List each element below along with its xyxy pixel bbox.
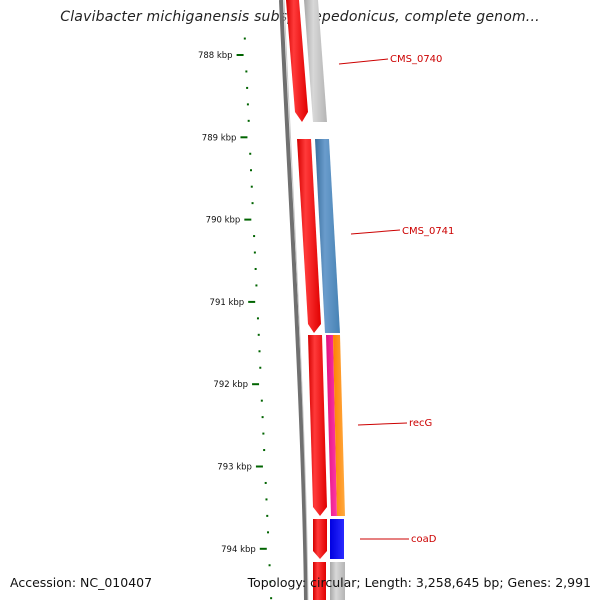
gene-block-recg-2: [333, 335, 345, 516]
forward-feature: [286, 0, 308, 122]
gene-labels: CMS_0740 CMS_0741 recG coaD: [338, 54, 454, 545]
svg-text:CMS_0740: CMS_0740: [390, 54, 442, 65]
svg-text:recG: recG: [409, 418, 432, 429]
tick-label: 794 kbp: [221, 545, 256, 555]
svg-text:CMS_0741: CMS_0741: [402, 226, 454, 237]
forward-feature: [313, 562, 326, 600]
gene-track: [304, 0, 345, 600]
gene-block-cms-0741: [315, 139, 340, 333]
gene-block-cms-0740: [304, 0, 327, 122]
gene-block-recg: [326, 335, 337, 516]
tick-label: 792 kbp: [213, 380, 248, 390]
gene-label-coad[interactable]: coaD: [360, 534, 437, 545]
tick-label: 788 kbp: [198, 51, 233, 61]
gene-label-recg[interactable]: recG: [357, 418, 432, 429]
tick-label: 791 kbp: [210, 298, 245, 308]
tick-label: 789 kbp: [202, 133, 237, 143]
gene-label-cms-0741[interactable]: CMS_0741: [350, 226, 454, 237]
tick-label: 793 kbp: [217, 463, 252, 473]
gene-block-coad: [330, 519, 344, 559]
backbone: [279, 0, 309, 600]
forward-track: [286, 0, 327, 600]
svg-text:coaD: coaD: [411, 534, 437, 545]
gene-label-cms-0740[interactable]: CMS_0740: [338, 54, 442, 65]
tick-label: 790 kbp: [206, 216, 241, 226]
genome-summary-text: Topology: circular; Length: 3,258,645 bp…: [247, 575, 591, 590]
gene-block-next: [330, 562, 345, 600]
forward-feature: [297, 139, 321, 333]
forward-feature: [313, 519, 327, 559]
forward-feature: [308, 335, 327, 516]
scale-ticks: 788 kbp 789 kbp 790 kbp 791 kbp 792 kbp 793 k…: [198, 37, 273, 600]
accession-text: Accession: NC_010407: [10, 575, 153, 590]
